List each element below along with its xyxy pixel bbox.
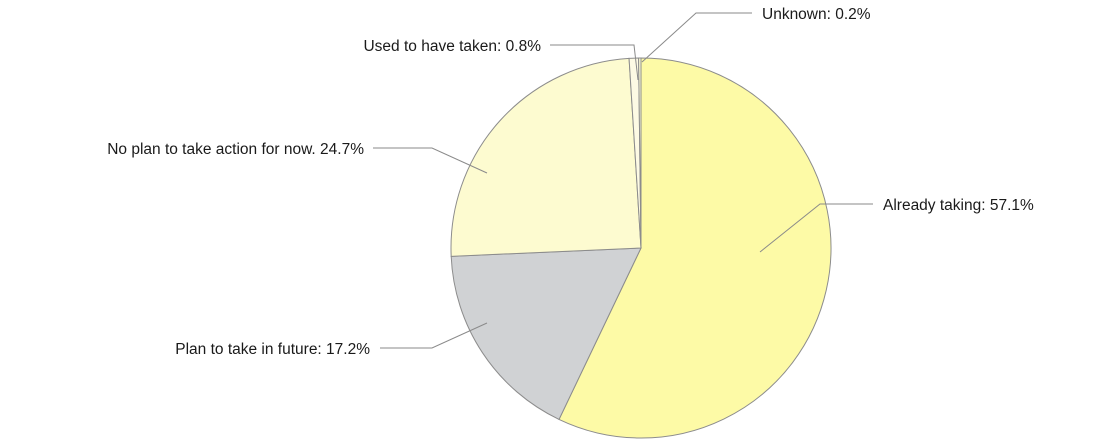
slice-unknown [638,57,642,249]
leader-lines [373,12,873,349]
slice-used-to-have-taken-leader-line [550,44,639,81]
slice-used-to-have-taken-label: Used to have taken: 0.8% [363,38,541,55]
pie-slices [450,57,832,439]
slice-no-plan-to-take-action-label: No plan to take action for now. 24.7% [107,141,364,158]
slice-already-taking [558,57,832,439]
slice-no-plan-to-take-action-leader-line [373,147,488,174]
slice-unknown-leader-line [641,12,752,63]
slice-plan-to-take-in-future [450,247,642,421]
slice-already-taking-leader-line [759,203,873,253]
slice-unknown-label: Unknown: 0.2% [762,6,871,23]
slice-labels: Already taking: 57.1% Plan to take in fut… [107,6,1034,358]
slice-no-plan-to-take-action [450,57,642,257]
slice-already-taking-label: Already taking: 57.1% [883,197,1034,214]
slice-plan-to-take-in-future-leader-line [380,322,488,349]
slice-plan-to-take-in-future-label: Plan to take in future: 17.2% [175,341,370,358]
